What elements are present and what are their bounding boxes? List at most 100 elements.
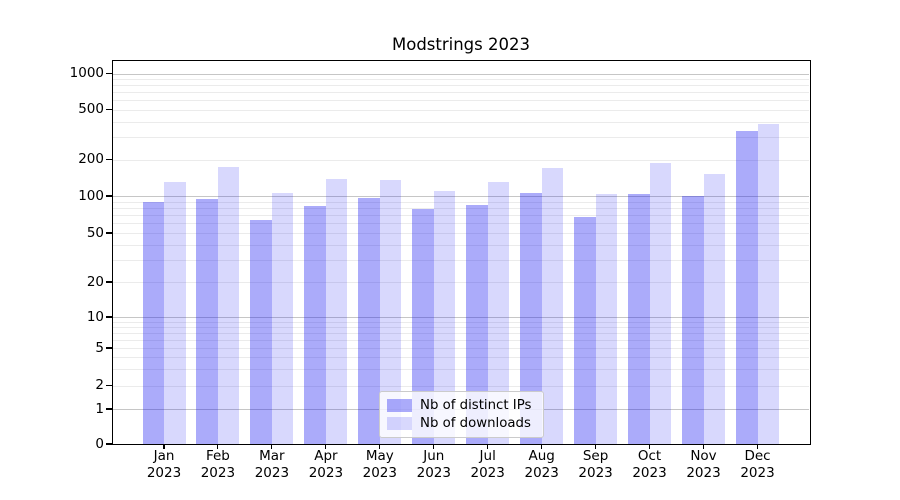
x-tick-label: Jun 2023 bbox=[416, 448, 451, 481]
y-tick-label: 5 bbox=[95, 339, 104, 356]
x-tick-label: Apr 2023 bbox=[308, 448, 344, 481]
bar-downloads bbox=[757, 123, 779, 444]
x-tick-label: Jan 2023 bbox=[146, 448, 182, 481]
bar-distinct-ips bbox=[682, 196, 704, 444]
bar-distinct-ips bbox=[250, 219, 272, 444]
bar-distinct-ips bbox=[466, 205, 488, 444]
bar-downloads bbox=[217, 167, 240, 444]
y-tick-label: 50 bbox=[86, 224, 104, 241]
bar-distinct-ips bbox=[736, 130, 758, 444]
y-gridline-minor bbox=[113, 215, 809, 216]
y-gridline-minor bbox=[113, 79, 809, 80]
x-tick-mark bbox=[271, 444, 273, 449]
y-gridline-minor bbox=[113, 333, 809, 334]
y-tick-mark bbox=[106, 72, 112, 75]
y-gridline-major bbox=[113, 73, 809, 75]
y-tick-mark bbox=[106, 347, 112, 349]
x-tick-label: Aug 2023 bbox=[524, 448, 559, 481]
legend-swatch-downloads bbox=[387, 417, 412, 431]
y-tick-label: 0 bbox=[95, 435, 104, 452]
y-gridline-minor bbox=[113, 244, 809, 246]
x-tick-mark bbox=[379, 444, 381, 449]
y-gridline-minor bbox=[113, 368, 809, 370]
y-gridline-minor bbox=[113, 85, 809, 87]
y-tick-label: 1 bbox=[95, 400, 104, 417]
y-tick-mark bbox=[106, 316, 112, 318]
chart-title: Modstrings 2023 bbox=[391, 35, 530, 54]
x-tick-mark bbox=[217, 444, 219, 449]
y-tick-mark bbox=[106, 408, 112, 410]
y-tick-mark bbox=[106, 281, 112, 283]
y-gridline-minor bbox=[113, 121, 809, 123]
y-tick-mark bbox=[106, 384, 112, 387]
y-gridline-minor bbox=[113, 100, 809, 101]
x-tick-mark bbox=[541, 444, 543, 449]
y-tick-label: 20 bbox=[86, 273, 104, 290]
x-tick-mark bbox=[325, 444, 327, 449]
y-tick-label: 500 bbox=[78, 101, 104, 117]
y-gridline-minor bbox=[113, 159, 809, 161]
bar-downloads bbox=[379, 180, 402, 444]
y-gridline-minor bbox=[113, 385, 809, 387]
x-tick-label: Sep 2023 bbox=[578, 448, 613, 481]
bar-downloads bbox=[703, 174, 725, 444]
x-tick-label: Feb 2023 bbox=[200, 448, 236, 481]
legend-row: Nb of distinct IPs bbox=[387, 398, 536, 413]
y-tick-label: 1000 bbox=[69, 65, 104, 81]
bar-distinct-ips bbox=[412, 208, 434, 444]
bar-downloads bbox=[271, 193, 294, 444]
y-gridline-minor bbox=[113, 348, 809, 349]
y-gridline-minor bbox=[113, 92, 809, 93]
y-tick-label: 10 bbox=[86, 308, 104, 325]
y-gridline-major bbox=[113, 196, 809, 197]
bar-distinct-ips bbox=[628, 194, 650, 444]
legend-row: Nb of downloads bbox=[387, 416, 536, 431]
bar-distinct-ips bbox=[358, 198, 380, 444]
bar-downloads bbox=[595, 193, 618, 444]
bar-distinct-ips bbox=[520, 192, 542, 444]
y-gridline-minor bbox=[113, 207, 809, 209]
bar-distinct-ips bbox=[196, 199, 218, 444]
bar-distinct-ips bbox=[574, 217, 596, 444]
y-gridline-minor bbox=[113, 327, 809, 328]
x-tick-label: Jul 2023 bbox=[470, 448, 505, 481]
y-gridline-minor bbox=[113, 223, 809, 225]
y-gridline-minor bbox=[113, 201, 809, 203]
y-tick-label: 2 bbox=[95, 377, 104, 393]
y-tick-mark bbox=[106, 443, 112, 445]
y-tick-mark bbox=[106, 195, 112, 197]
y-gridline-minor bbox=[113, 260, 809, 262]
y-tick-label: 200 bbox=[78, 151, 104, 167]
bar-downloads bbox=[325, 179, 348, 444]
legend-label-distinct-ips: Nb of distinct IPs bbox=[420, 397, 532, 413]
y-gridline-minor bbox=[113, 109, 809, 111]
x-tick-label: Mar 2023 bbox=[254, 448, 290, 481]
legend: Nb of distinct IPs Nb of downloads bbox=[379, 391, 544, 438]
y-gridline-minor bbox=[113, 357, 809, 359]
bar-downloads bbox=[433, 191, 456, 444]
x-tick-mark bbox=[163, 444, 165, 449]
bar-downloads bbox=[649, 163, 671, 444]
y-gridline-minor bbox=[113, 282, 809, 283]
x-tick-mark bbox=[595, 444, 597, 449]
x-tick-label: Oct 2023 bbox=[632, 448, 667, 481]
x-tick-mark bbox=[702, 444, 705, 449]
bar-downloads bbox=[164, 182, 186, 444]
x-tick-mark bbox=[487, 444, 489, 449]
legend-swatch-distinct-ips bbox=[387, 398, 412, 412]
bar-distinct-ips bbox=[142, 201, 164, 444]
y-gridline-minor bbox=[113, 321, 809, 323]
x-tick-label: May 2023 bbox=[362, 448, 397, 481]
y-gridline-major bbox=[113, 317, 809, 318]
x-tick-label: Dec 2023 bbox=[740, 448, 775, 481]
bar-downloads bbox=[541, 168, 564, 444]
y-gridline-minor bbox=[113, 137, 809, 139]
x-tick-label: Nov 2023 bbox=[686, 448, 721, 481]
bar-downloads bbox=[487, 181, 510, 444]
y-tick-mark bbox=[106, 158, 112, 161]
y-gridline-minor bbox=[113, 233, 809, 234]
y-gridline-minor bbox=[113, 339, 809, 341]
bar-distinct-ips bbox=[304, 205, 326, 444]
y-tick-mark bbox=[106, 232, 112, 234]
